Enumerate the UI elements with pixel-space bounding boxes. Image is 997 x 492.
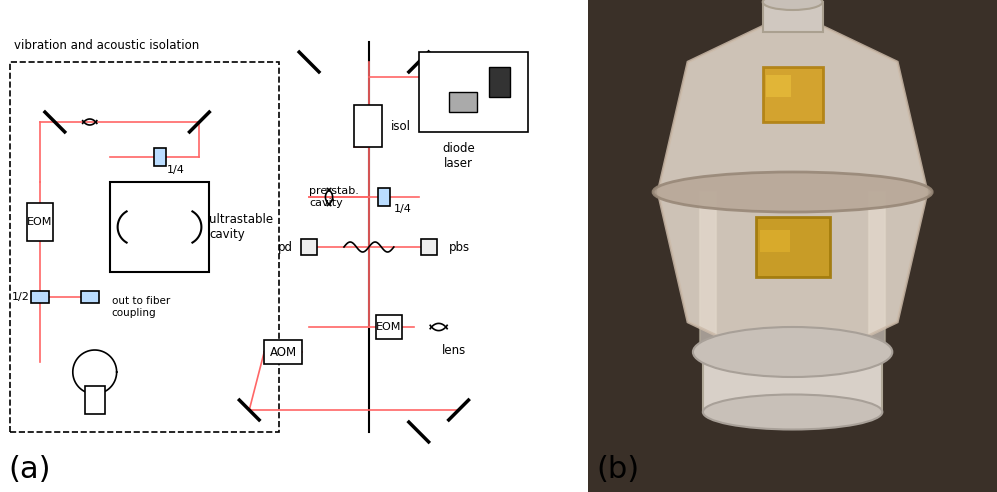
Bar [449, 92, 477, 112]
Text: lens: lens [442, 344, 466, 357]
Bar [763, 67, 823, 122]
Polygon shape [658, 12, 927, 372]
Bar [700, 192, 716, 352]
Bar [760, 230, 790, 252]
Bar [763, 2, 823, 32]
Text: pre-stab.
cavity: pre-stab. cavity [309, 186, 359, 208]
Ellipse shape [763, 0, 823, 10]
Bar [703, 342, 882, 412]
Text: out to fiber
coupling: out to fiber coupling [112, 296, 169, 318]
Bar [489, 67, 510, 97]
Ellipse shape [693, 327, 892, 377]
Bar [85, 386, 105, 414]
Text: AOM: AOM [269, 345, 297, 359]
Text: pbs: pbs [449, 241, 470, 253]
Ellipse shape [653, 172, 932, 212]
Text: (b): (b) [596, 456, 639, 485]
Bar [154, 148, 166, 166]
Text: 1/2: 1/2 [12, 292, 30, 302]
Text: ultrastable
cavity: ultrastable cavity [209, 213, 273, 241]
Text: diode
laser: diode laser [443, 142, 475, 170]
Bar [301, 239, 317, 255]
Bar [766, 75, 791, 97]
Text: (a): (a) [8, 456, 51, 485]
Ellipse shape [703, 395, 882, 430]
Bar [378, 188, 390, 206]
Bar [421, 239, 437, 255]
Bar [264, 340, 302, 364]
Text: EOM: EOM [27, 217, 53, 227]
Bar [27, 203, 53, 241]
Text: isol: isol [391, 121, 411, 133]
Bar [31, 291, 49, 303]
Bar [110, 182, 209, 272]
Bar [869, 192, 885, 352]
Bar [419, 52, 528, 132]
Text: 1/4: 1/4 [394, 204, 412, 214]
Bar [10, 62, 279, 432]
Bar [354, 105, 382, 147]
Bar [376, 315, 402, 339]
Text: 1/4: 1/4 [166, 165, 184, 175]
Bar [756, 217, 830, 277]
Bar [81, 291, 99, 303]
Text: vibration and acoustic isolation: vibration and acoustic isolation [14, 39, 199, 52]
Text: EOM: EOM [376, 322, 402, 332]
Text: pd: pd [278, 241, 293, 253]
